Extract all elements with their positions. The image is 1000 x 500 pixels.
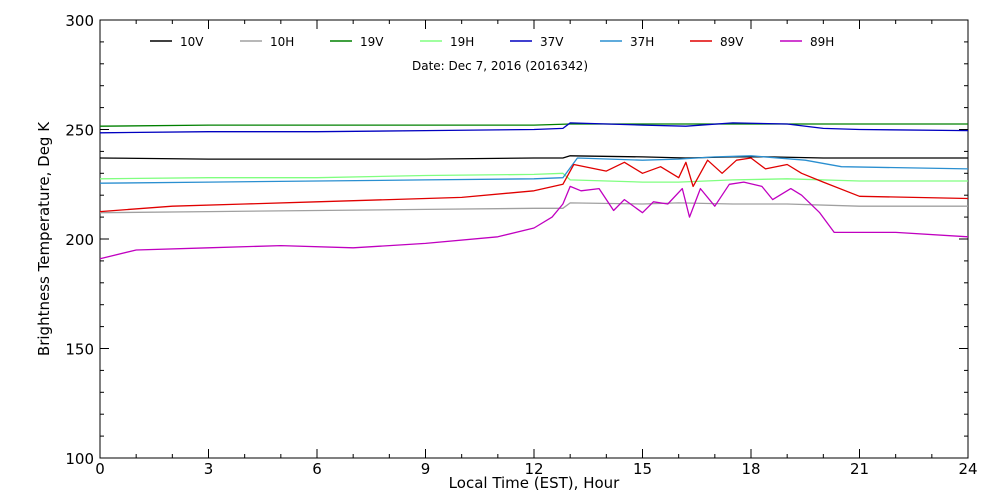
legend-label-10h: 10H: [270, 35, 294, 49]
series-lines: [99, 122, 969, 260]
legend-label-89v: 89V: [720, 35, 744, 49]
series-line-10v: [99, 155, 968, 160]
y-tick-label: 200: [65, 231, 94, 249]
x-tick-label: 12: [524, 460, 543, 478]
x-tick-label: 0: [95, 460, 105, 478]
series-line-37h: [99, 155, 969, 184]
legend-label-10v: 10V: [180, 35, 204, 49]
legend-label-19h: 19H: [450, 35, 474, 49]
y-tick-label: 100: [65, 450, 94, 468]
series-line-37v: [99, 122, 969, 134]
x-tick-label: 21: [850, 460, 869, 478]
date-label: Date: Dec 7, 2016 (2016342): [412, 59, 588, 73]
series-line-89h: [99, 181, 969, 260]
series-line-10h: [99, 202, 968, 214]
legend: 10V 10H 19V 19H 37V 37H 89V 89H: [150, 35, 834, 49]
legend-label-37v: 37V: [540, 35, 564, 49]
legend-label-19v: 19V: [360, 35, 384, 49]
legend-label-37h: 37H: [630, 35, 654, 49]
x-tick-label: 6: [312, 460, 322, 478]
x-tick-label: 9: [421, 460, 431, 478]
y-tick-label: 250: [65, 122, 94, 140]
x-tick-label: 15: [633, 460, 652, 478]
series-line-89v: [99, 157, 969, 213]
y-tick-label: 150: [65, 341, 94, 359]
series-line-19h: [99, 172, 968, 183]
axis-ticks: [99, 19, 969, 459]
x-tick-label: 18: [741, 460, 760, 478]
y-tick-label: 300: [65, 12, 94, 30]
x-axis-title: Local Time (EST), Hour: [449, 474, 620, 492]
x-tick-label: 24: [958, 460, 977, 478]
x-tick-label: 3: [204, 460, 214, 478]
legend-label-89h: 89H: [810, 35, 834, 49]
plot-frame: [99, 19, 969, 459]
series-line-19v: [99, 123, 968, 127]
axis-tick-labels: 0 3 6 9 12 15 18 21 24 100 150 200 250 300: [65, 12, 977, 478]
y-axis-title: Brightness Temperature, Deg K: [35, 121, 53, 356]
